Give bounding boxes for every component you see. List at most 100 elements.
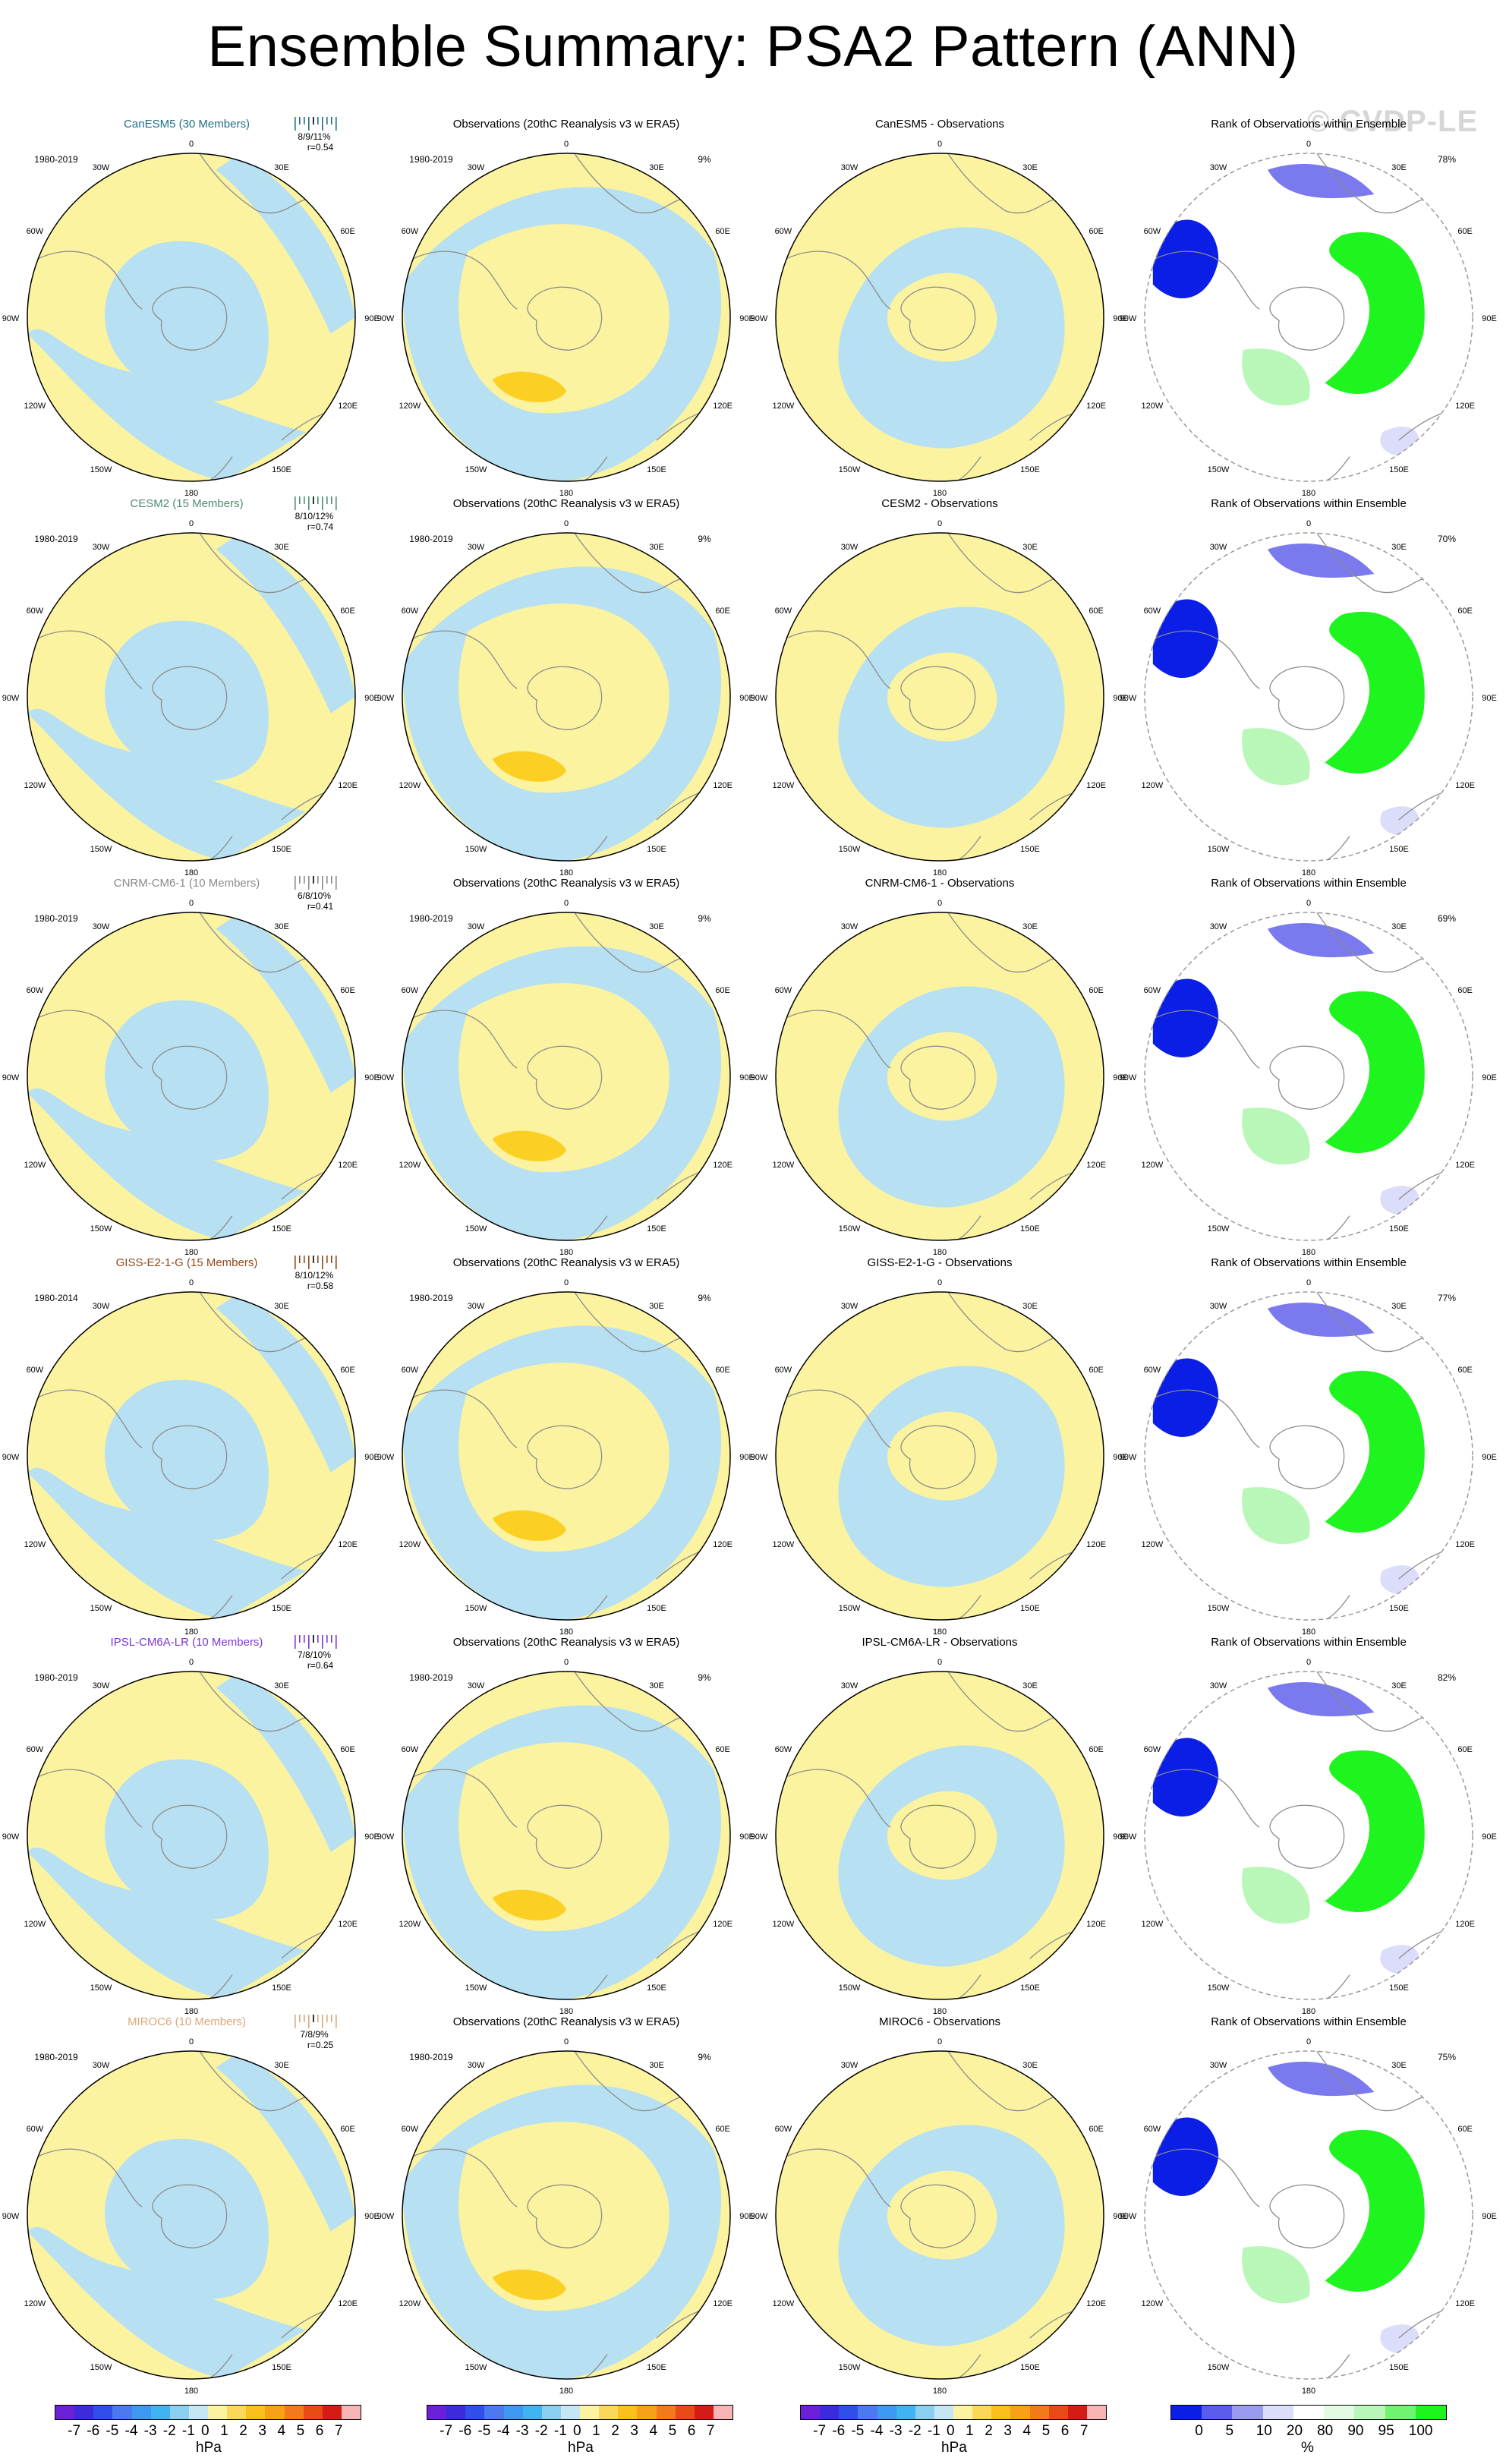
longitude-label: 90E — [364, 314, 380, 323]
longitude-label: 30W — [841, 1681, 859, 1690]
contour-region — [402, 187, 722, 481]
member-tick — [299, 117, 301, 124]
map-panel-diff-6: 0 30E 60E 90E 120E 150E 180 150W 120W 90W 60W 30W — [751, 2037, 1128, 2396]
longitude-label: 30W — [1210, 543, 1227, 552]
colorbar-tick-label: 2 — [239, 2423, 247, 2439]
member-tick — [304, 1635, 305, 1643]
colorbar-swatch — [169, 2406, 189, 2419]
longitude-label: 90W — [1120, 1073, 1137, 1082]
diff-title: GISS-E2-1-G - Observations — [868, 1256, 1013, 1269]
colorbar-swatch — [580, 2406, 600, 2419]
longitude-label: 60W — [1144, 607, 1161, 616]
map-border — [775, 532, 1104, 862]
model-pcts: 7/8/9% — [300, 2029, 329, 2040]
africa-outline — [947, 153, 1055, 214]
longitude-label: 60E — [1089, 1745, 1104, 1754]
longitude-label: 150E — [1020, 1983, 1040, 1993]
rank-pct: 82% — [1438, 1672, 1456, 1683]
longitude-label: 90W — [2, 1832, 20, 1842]
longitude-label: 30E — [649, 2061, 664, 2070]
model-title: CanESM5 (30 Members) — [124, 118, 250, 131]
longitude-label: 30W — [841, 1302, 859, 1311]
longitude-label: 150E — [1020, 465, 1040, 474]
model-title: IPSL-CM6A-LR (10 Members) — [111, 1636, 263, 1649]
longitude-label: 0 — [564, 899, 569, 908]
map-panel-model-4: 0 30E 60E 90E 120E 150E 180 150W 120W 90W 60W 30W — [2, 1278, 380, 1637]
longitude-label: 0 — [564, 519, 569, 528]
colorbar-hpa-2 — [427, 2405, 733, 2420]
obs-pct: 9% — [698, 1293, 711, 1303]
colorbar-tick-label: 5 — [668, 2423, 677, 2439]
longitude-label: 180 — [559, 1248, 573, 1257]
contour-region — [402, 946, 722, 1240]
longitude-label: 60W — [402, 2125, 419, 2134]
rank-title: Rank of Observations within Ensemble — [1211, 2015, 1407, 2028]
longitude-label: 0 — [564, 140, 569, 149]
longitude-label: 30W — [93, 543, 110, 552]
member-tick — [317, 876, 319, 884]
colorbar-tick-label: 5 — [296, 2423, 305, 2439]
longitude-label: 60W — [775, 1745, 792, 1754]
member-tick — [304, 876, 305, 884]
antarctica-outline — [1269, 666, 1345, 730]
longitude-label: 150W — [465, 845, 487, 854]
map-background — [1145, 1672, 1473, 1999]
south-america-outline — [783, 630, 891, 689]
longitude-label: 60W — [402, 986, 419, 995]
map-border — [402, 1291, 731, 1621]
longitude-label: 30W — [468, 543, 485, 552]
longitude-label: 120E — [338, 1540, 358, 1549]
south-america-outline — [783, 250, 891, 310]
contour-region — [1242, 728, 1310, 786]
member-tick — [331, 496, 332, 504]
member-tick — [313, 1256, 314, 1263]
longitude-label: 30E — [1022, 1681, 1038, 1690]
longitude-label: 120W — [1142, 2299, 1164, 2308]
colorbar-swatch — [188, 2406, 208, 2419]
map-background — [1145, 912, 1473, 1240]
longitude-label: 90E — [739, 1453, 755, 1462]
longitude-label: 120E — [1086, 781, 1106, 790]
longitude-label: 90E — [1113, 1453, 1128, 1462]
colorbar-tick-label: -6 — [458, 2423, 472, 2439]
longitude-label: 120E — [338, 402, 358, 411]
africa-outline — [199, 533, 307, 594]
colorbar-swatch — [1086, 2406, 1106, 2419]
south-america-outline — [1152, 250, 1260, 310]
longitude-label: 60W — [775, 607, 792, 616]
longitude-label: 60W — [1144, 1745, 1161, 1754]
longitude-label: 150E — [272, 845, 291, 854]
member-tick — [326, 876, 328, 884]
colorbar-swatch — [953, 2406, 973, 2419]
south-america-outline — [783, 1389, 891, 1448]
colorbar-tick-label: -3 — [889, 2423, 903, 2439]
longitude-label: 120W — [24, 2299, 46, 2308]
colorbar-tick-label: -5 — [851, 2423, 865, 2439]
member-tick — [336, 496, 337, 510]
africa-outline — [574, 153, 682, 214]
member-tick — [326, 117, 328, 124]
longitude-label: 90E — [364, 694, 380, 703]
longitude-label: 0 — [937, 519, 942, 528]
antarctica-outline — [1269, 1425, 1345, 1489]
antarctica-outline — [527, 286, 603, 351]
longitude-label: 120W — [24, 402, 46, 411]
longitude-label: 60E — [1457, 986, 1473, 995]
longitude-label: 0 — [937, 899, 942, 908]
obs-pct: 9% — [698, 913, 711, 924]
map-panel-rank-4: 0 30E 60E 90E 120E 150E 180 150W 120W 90W 60W 30W — [1120, 1278, 1497, 1637]
longitude-label: 150E — [647, 1224, 666, 1234]
rank-pct: 78% — [1438, 154, 1456, 165]
model-r: r=0.25 — [307, 2040, 334, 2050]
map-border — [775, 2050, 1104, 2380]
longitude-label: 30E — [1391, 1302, 1407, 1311]
colorbar-tick-label: 4 — [1022, 2423, 1032, 2439]
member-tick — [322, 1256, 323, 1269]
map-border — [27, 2050, 356, 2380]
longitude-label: 90W — [377, 694, 395, 703]
map-panel-diff-2: 0 30E 60E 90E 120E 150E 180 150W 120W 90W 60W 30W — [751, 519, 1128, 878]
longitude-label: 30W — [468, 163, 485, 172]
map-panel-obs-4: 0 30E 60E 90E 120E 150E 180 150W 120W 90W 60W 30W — [377, 1278, 755, 1637]
contour-region — [402, 1705, 722, 1999]
contour-region — [105, 620, 269, 781]
